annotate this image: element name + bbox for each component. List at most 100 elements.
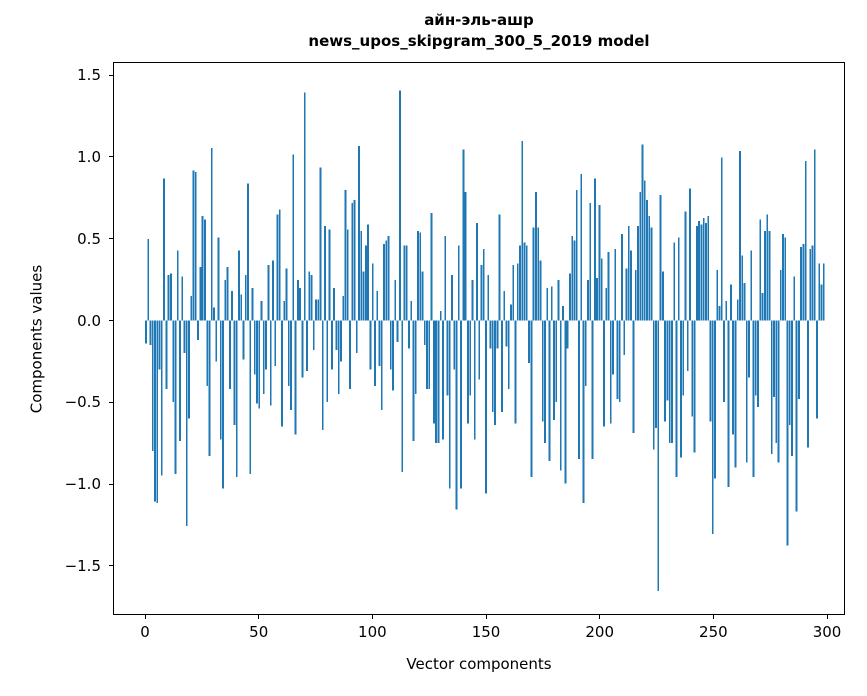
bar: [389, 320, 392, 370]
bar: [607, 252, 610, 321]
bar: [682, 320, 685, 396]
bar: [505, 320, 508, 347]
bar: [648, 216, 651, 321]
chart-title-line1: айн-эль-ашр: [424, 11, 534, 29]
bar: [387, 235, 390, 321]
bar: [795, 320, 798, 512]
bar: [686, 320, 689, 372]
bar: [668, 320, 671, 443]
bar: [725, 301, 728, 321]
bar: [476, 222, 478, 321]
bar: [421, 271, 424, 321]
bar: [503, 291, 506, 321]
bar: [671, 320, 673, 443]
bar: [242, 320, 245, 360]
bar: [340, 320, 342, 362]
bar: [523, 242, 526, 321]
bar: [578, 320, 580, 460]
bar: [600, 258, 603, 321]
bar: [315, 299, 317, 321]
bar: [179, 320, 181, 442]
bar: [589, 203, 592, 321]
bar: [544, 320, 546, 443]
bar: [584, 320, 587, 386]
bar: [192, 170, 195, 321]
bar: [199, 266, 202, 321]
bar: [464, 191, 467, 321]
bar: [532, 227, 535, 321]
bar: [154, 320, 156, 502]
bar: [437, 320, 440, 443]
bar: [616, 320, 619, 399]
bar: [546, 287, 549, 321]
chart-title-line2: news_upos_skipgram_300_5_2019 model: [308, 32, 650, 50]
bar: [797, 320, 800, 399]
bar: [553, 320, 555, 421]
y-tick-label: 1.5: [77, 66, 101, 85]
bar: [816, 320, 818, 419]
bar: [623, 320, 626, 355]
bar: [485, 320, 487, 494]
bar: [555, 320, 558, 403]
bar: [471, 279, 474, 321]
bar: [208, 320, 211, 456]
x-tick-mark: [258, 615, 260, 619]
x-axis-label: Vector components: [406, 655, 552, 673]
x-tick-label: 0: [140, 623, 150, 641]
bar: [820, 284, 823, 321]
bar: [473, 320, 476, 440]
bar: [528, 320, 531, 363]
bar: [548, 320, 551, 461]
bar: [757, 320, 759, 407]
bar: [222, 320, 224, 489]
bar: [156, 320, 159, 504]
bar: [596, 278, 599, 321]
bar: [680, 320, 682, 458]
bar: [575, 190, 578, 321]
bar: [557, 279, 560, 321]
x-tick-label: 50: [249, 623, 269, 641]
bar: [727, 320, 730, 487]
bar: [496, 320, 499, 349]
bar: [383, 243, 385, 321]
bar: [174, 320, 177, 474]
bar: [244, 274, 247, 321]
bar: [206, 320, 209, 386]
bar: [770, 320, 773, 455]
bar: [442, 320, 444, 440]
bar: [754, 320, 757, 396]
bar: [564, 320, 567, 484]
bar: [541, 320, 544, 422]
bar: [652, 320, 655, 450]
bar: [718, 305, 721, 321]
bar: [695, 226, 698, 321]
y-tick-label: 0.5: [77, 229, 101, 248]
bar: [240, 294, 243, 321]
bar: [231, 291, 234, 321]
bar: [752, 320, 755, 478]
bar: [306, 320, 308, 372]
bar: [693, 320, 696, 453]
bar: [457, 245, 460, 321]
bar: [215, 320, 218, 362]
bar: [188, 320, 190, 419]
bar: [226, 266, 229, 321]
bar: [711, 320, 714, 535]
bar: [537, 227, 540, 321]
bar: [353, 199, 356, 321]
bar: [378, 320, 381, 367]
bar: [217, 237, 220, 321]
bar: [489, 320, 492, 349]
y-tick-mark: [109, 401, 113, 403]
bar-series: [145, 90, 825, 592]
bar: [661, 271, 664, 321]
bar: [333, 287, 336, 321]
bar: [312, 320, 315, 350]
bar: [328, 229, 331, 321]
bar: [360, 230, 363, 321]
bar: [310, 274, 313, 321]
bar: [197, 320, 200, 341]
bar: [401, 320, 404, 473]
bar: [324, 226, 326, 321]
